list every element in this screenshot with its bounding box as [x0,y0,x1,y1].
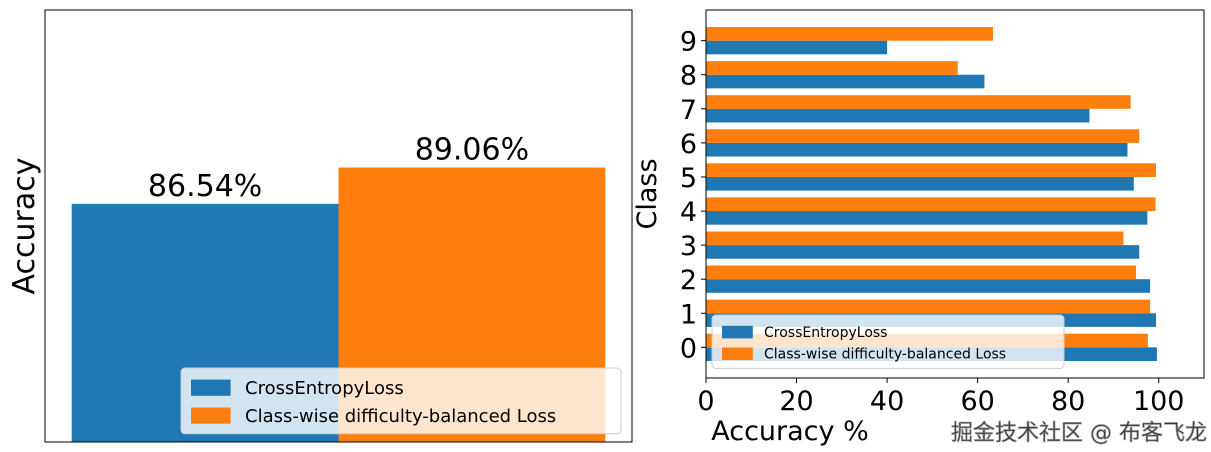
x-tick-label: 0 [697,386,714,417]
bar [706,95,1131,109]
bar [706,129,1140,143]
x-tick-label: 80 [1051,386,1085,417]
bar [706,279,1151,293]
y-tick-label: 1 [680,299,697,330]
legend-swatch [191,379,231,396]
bar [706,197,1156,212]
legend-label: Class-wise difficulty-balanced Loss [245,406,556,427]
bar [706,61,958,75]
bar [706,299,1151,314]
legend-label: CrossEntropyLoss [764,325,887,341]
legend-frame [180,367,622,435]
x-tick-label: 40 [870,386,904,417]
watermark: 掘金技术社区 @ 布客飞龙 [951,421,1207,446]
legend-swatch [722,347,753,361]
legend-label: Class-wise difficulty-balanced Loss [764,347,1006,363]
legend-swatch [722,325,753,339]
y-tick-label: 5 [680,163,697,194]
x-tick-label: 100 [1133,386,1185,417]
legend-frame [711,314,1065,369]
x-tick-label: 60 [960,386,994,417]
legend: CrossEntropyLoss Class-wise difficulty-ba… [711,314,1065,369]
bar [706,231,1124,246]
bar [706,74,985,89]
legend-label: CrossEntropyLoss [245,378,404,399]
data-label: 86.54% [148,169,262,204]
bar [706,27,994,41]
bar [706,108,1090,123]
bar [706,142,1128,157]
y-tick-label: 9 [680,27,697,58]
x-axis-label: Accuracy % [711,416,869,447]
y-tick-label: 2 [680,265,697,296]
y-tick-label: 0 [680,333,697,364]
y-axis-label: Class [632,158,663,229]
y-tick-label: 3 [680,231,697,262]
y-tick-label: 7 [680,95,697,126]
legend: CrossEntropyLoss Class-wise difficulty-ba… [180,367,622,435]
overall-accuracy-chart: 86.54% 89.06% Accuracy CrossEntropyLoss Clas… [7,9,633,443]
bar [706,211,1148,225]
axes-frame [44,9,633,443]
bar [706,163,1157,177]
y-tick-label: 6 [680,129,697,160]
bar [706,265,1137,280]
data-label: 89.06% [415,133,529,168]
bar [706,245,1140,259]
bar [706,176,1134,191]
axes-frame [705,9,1205,379]
y-tick-label: 4 [680,197,697,228]
legend-swatch [191,407,231,424]
y-axis-label: Accuracy [7,158,42,295]
bar [706,40,888,55]
y-tick-label: 8 [680,61,697,92]
x-tick-label: 20 [779,386,813,417]
